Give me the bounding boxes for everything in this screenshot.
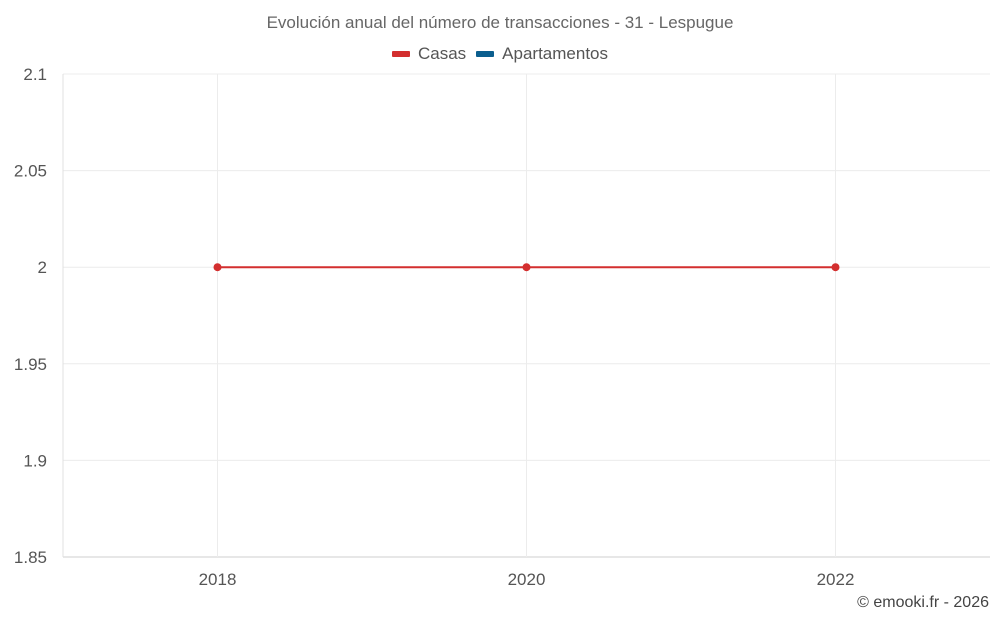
credit-text: © emooki.fr - 2026 [857,594,989,611]
x-tick-label: 2020 [508,570,546,589]
y-tick-label: 2 [38,258,47,277]
y-tick-label: 2.05 [14,162,47,181]
x-tick-label: 2022 [817,570,855,589]
legend-item-apartamentos[interactable]: Apartamentos [476,44,608,64]
y-tick-label: 2.1 [23,65,47,84]
data-point-casas [522,263,531,272]
legend-label-apartamentos: Apartamentos [502,44,609,63]
y-tick-label: 1.9 [23,451,47,470]
legend-item-casas[interactable]: Casas [391,44,467,64]
x-tick-label: 2018 [199,570,237,589]
y-tick-label: 1.85 [14,548,47,567]
y-tick-label: 1.95 [14,355,47,374]
legend-swatch-casas [391,51,410,57]
legend: Casas Apartamentos [0,44,1000,64]
legend-label-casas: Casas [417,44,467,63]
data-point-casas [831,263,840,272]
chart-title: Evolución anual del número de transaccio… [266,13,734,32]
data-point-casas [213,263,222,272]
legend-swatch-apartamentos [476,51,495,57]
